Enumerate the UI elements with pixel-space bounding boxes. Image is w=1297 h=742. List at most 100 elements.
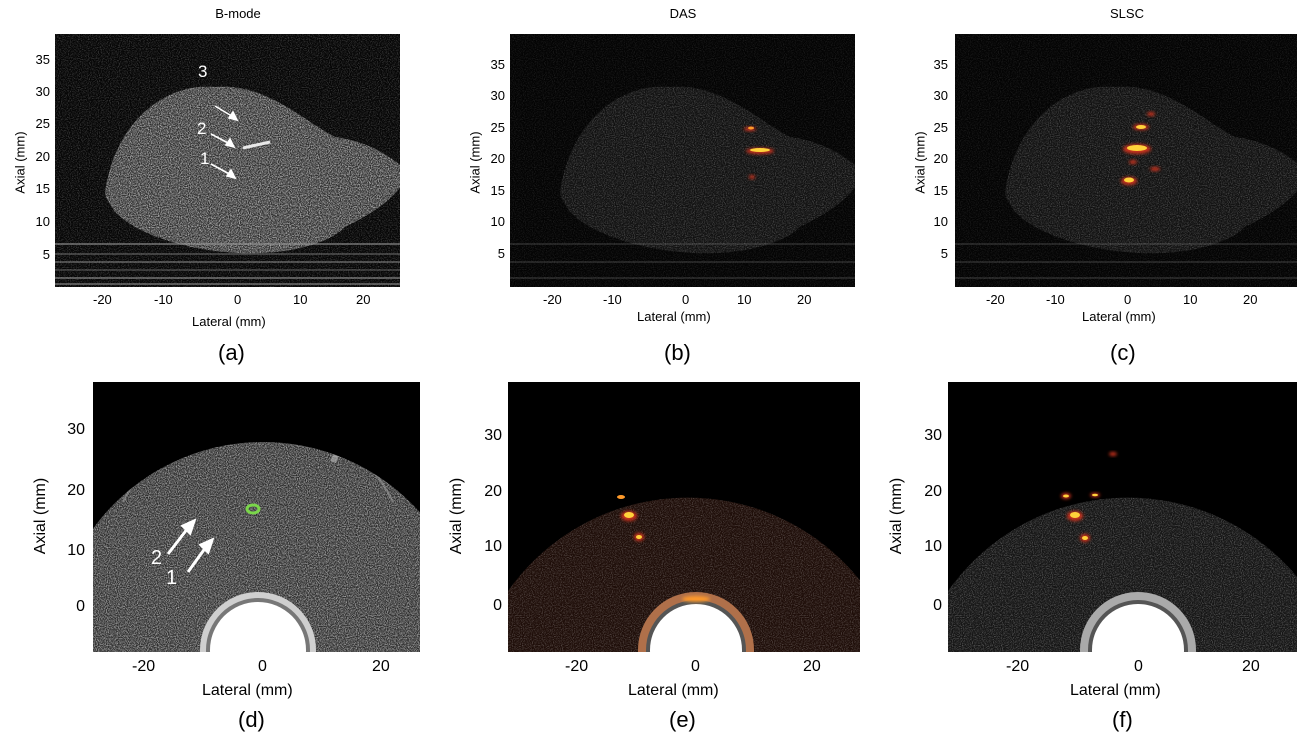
xtick: -20 [93,292,112,307]
signal-hotspots [1061,452,1117,542]
xtick: 20 [372,658,390,675]
annotation-label-3: 3 [198,62,208,81]
panel-e-caption: (e) [669,707,696,732]
xtick: -10 [154,292,173,307]
ytick: 30 [35,84,50,99]
bmode-rect-ultrasound-image [55,34,400,287]
annotation-label-1: 1 [166,567,178,589]
panel-f-image [948,382,1297,652]
signal-hotspots [1121,112,1160,185]
ytick: 35 [490,57,505,72]
ytick: 0 [493,597,502,614]
ytick: 20 [35,149,50,164]
ytick: 10 [924,538,942,555]
panel-f-ylabel: Axial (mm) [888,477,905,555]
panel-d-xlabel: Lateral (mm) [202,682,293,699]
xtick: -10 [1046,292,1065,307]
ytick: 20 [490,151,505,166]
xtick: 0 [258,658,267,675]
ytick: 25 [933,120,948,135]
ytick: 15 [933,183,948,198]
xtick: -20 [1006,658,1030,675]
panel-c-title: SLSC [1110,6,1144,21]
panel-a-caption: (a) [218,340,245,365]
ytick: 20 [933,151,948,166]
ytick: 30 [924,427,942,444]
panel-a-image: 3 2 1 [55,34,400,287]
xtick: -20 [132,658,156,675]
annotation-label-1: 1 [200,149,210,168]
ytick: 5 [940,246,948,261]
panel-e-xlabel: Lateral (mm) [628,682,719,699]
ytick: 20 [484,483,502,500]
xtick: -20 [543,292,562,307]
ytick: 5 [497,246,505,261]
xtick: 0 [691,658,700,675]
panel-f-caption: (f) [1112,707,1133,732]
panel-a-ylabel: Axial (mm) [12,131,28,194]
signal-hotspots [744,126,774,179]
panel-b-caption: (b) [664,340,691,365]
xtick: 20 [1242,658,1260,675]
annotation-label-2: 2 [197,119,207,138]
panel-a-title: B-mode [215,6,261,21]
xtick: 0 [1124,292,1132,307]
panel-d: 2 1 Axial (mm) 30 20 10 0 -20 0 20 Later… [0,375,430,742]
xtick: 0 [234,292,242,307]
panel-b-title: DAS [669,6,697,21]
ytick: 25 [35,116,50,131]
target-marker [245,503,261,515]
xtick: -10 [603,292,622,307]
panel-d-image: 2 1 [93,382,420,652]
ytick: 15 [35,181,50,196]
ytick: 10 [933,214,948,229]
bmode-sector-ultrasound-image [93,382,420,652]
ytick: 25 [490,120,505,135]
xtick: 10 [293,292,308,307]
ytick: 35 [35,52,50,67]
ytick: 10 [490,214,505,229]
panel-c-image [955,34,1297,287]
xtick: 10 [737,292,752,307]
ytick: 15 [490,183,505,198]
ytick: 35 [933,57,948,72]
annotation-arrows [166,518,215,573]
panel-f-xlabel: Lateral (mm) [1070,682,1161,699]
xtick: 10 [1183,292,1198,307]
ytick: 0 [76,598,85,615]
ytick: 30 [67,421,85,438]
panel-e-ylabel: Axial (mm) [448,477,465,555]
xtick: 20 [803,658,821,675]
das-rect-ultrasound-image [510,34,855,287]
slsc-rect-ultrasound-image [955,34,1297,287]
slsc-sector-ultrasound-image [948,382,1297,652]
panel-d-caption: (d) [238,707,265,732]
annotation-arrows [210,105,239,180]
xtick: 20 [356,292,371,307]
panel-c-caption: (c) [1110,340,1136,365]
xtick: 0 [682,292,690,307]
panel-b-xlabel: Lateral (mm) [637,309,711,324]
ytick: 20 [924,483,942,500]
panel-b-image [510,34,855,287]
signal-hotspots [617,495,710,602]
xtick: 20 [1243,292,1258,307]
panel-c-xlabel: Lateral (mm) [1082,309,1156,324]
xtick: 0 [1134,658,1143,675]
panel-a: B-mode 3 2 [0,0,420,370]
ytick: 30 [484,427,502,444]
needle-echo [242,140,271,150]
ytick: 20 [67,482,85,499]
panel-b: DAS Axial (mm) 35 30 25 20 [445,0,865,370]
ytick: 10 [67,542,85,559]
xtick: 20 [797,292,812,307]
panel-c: SLSC [880,0,1297,370]
xtick: -20 [565,658,589,675]
ytick: 10 [35,214,50,229]
ytick: 30 [933,88,948,103]
panel-a-xlabel: Lateral (mm) [192,314,266,329]
panel-f: Axial (mm) 30 20 10 0 -20 0 20 Lateral (… [880,375,1297,742]
annotation-label-2: 2 [151,547,163,569]
xtick: -20 [986,292,1005,307]
panel-b-ylabel: Axial (mm) [467,131,483,194]
